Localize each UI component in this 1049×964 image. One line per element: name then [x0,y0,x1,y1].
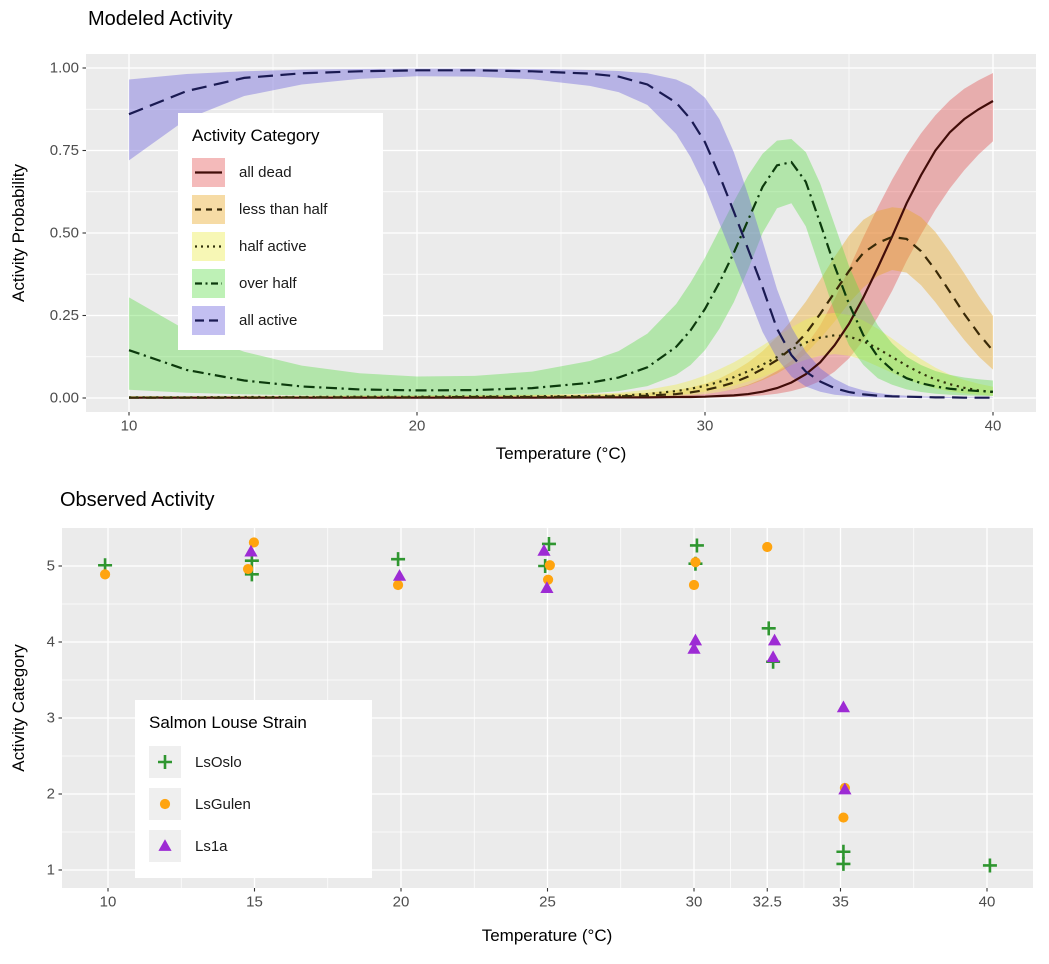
legend-key-lsoslo-icon [149,746,181,778]
observed-activity-title: Observed Activity [60,489,215,511]
point-ls1a [244,544,258,557]
point-ls1a [540,581,554,593]
observed-y-tick-label-1: 1 [47,862,55,879]
modeled-x-axis-title: Temperature (°C) [495,444,627,463]
legend-key-all-dead-icon [192,158,225,187]
point-lsoslo [836,844,851,859]
point-lsgulen [248,537,260,548]
ribbon-over-half [129,138,993,397]
point-ls1a [838,782,852,795]
legend-key-less-than-half-icon [192,195,225,224]
observed-y-tick-label-3: 3 [47,710,55,727]
observed-x-tick-label-10: 10 [100,893,117,910]
point-lsgulen [688,579,700,591]
point-ls1a [537,544,551,556]
legend-key-over-half-icon [192,269,225,298]
legend-key-lsgulen-icon [149,788,181,820]
point-lsgulen [690,557,701,568]
legend-entries: all dead less than half half active over ha… [192,154,369,339]
point-lsgulen [242,563,254,575]
point-lsgulen [544,560,555,571]
legend-key-all-active-icon [192,306,225,335]
modeled-x-tick-label-10: 10 [121,417,138,434]
point-lsoslo [836,856,851,871]
point-ls1a [688,633,703,646]
modeled-y-tick-label-0.75: 0.75 [50,142,79,159]
point-lsgulen [838,812,849,823]
legend-label-lsoslo: LsOslo [195,753,242,771]
observed-x-tick-label-15: 15 [246,893,263,910]
ribbon-all-active [129,68,993,398]
observed-y-tick-label-5: 5 [47,558,55,575]
legend-label-ls1a: Ls1a [195,837,228,855]
legend-label-all-active: all active [239,312,298,329]
legend-entry-all-dead: all dead [192,154,369,191]
point-lsoslo [982,858,997,873]
point-lsoslo [689,538,704,553]
point-ls1a [687,642,701,654]
observed-y-axis-title: Activity Category [9,644,28,772]
legend-key-half-active-icon [192,232,225,261]
modeled-x-tick-label-40: 40 [985,417,1002,434]
point-lsgulen [392,579,404,591]
point-ls1a [836,700,851,713]
line-over-half [128,160,994,393]
salmon-louse-strain-legend: Salmon Louse Strain LsOslo LsGulen Ls1a [135,700,372,878]
observed-x-tick-label-30: 30 [686,893,703,910]
observed-y-tick-label-2: 2 [47,786,55,803]
point-ls1a [392,569,407,581]
line-half-active [129,334,994,399]
point-lsoslo [541,536,556,551]
point-lsgulen [99,569,111,580]
observed-x-tick-label-40: 40 [979,893,996,910]
legend-entries: LsOslo LsGulen Ls1a [149,741,358,867]
observed-x-tick-label-20: 20 [393,893,410,910]
modeled-x-tick-label-20: 20 [409,417,426,434]
legend-title-salmon-louse-strain: Salmon Louse Strain [149,713,307,732]
legend-label-less-than-half: less than half [239,201,328,218]
modeled-x-tick-label-30: 30 [697,417,714,434]
legend-title-activity-category: Activity Category [192,126,320,145]
line-all-active [128,69,993,399]
legend-label-half-active: half active [239,238,307,255]
observed-y-tick-label-4: 4 [47,634,55,651]
legend-label-lsgulen: LsGulen [195,795,251,813]
modeled-y-tick-label-0.25: 0.25 [50,307,79,324]
activity-category-legend: Activity Category all dead less than half… [178,113,383,350]
modeled-y-tick-label-0.50: 0.50 [50,225,79,242]
modeled-y-tick-label-0.00: 0.00 [50,390,79,407]
modeled-y-tick-label-1.00: 1.00 [50,60,79,77]
modeled-y-axis-title: Activity Probability [9,164,28,302]
legend-entry-lsgulen: LsGulen [149,783,358,825]
legend-entry-less-than-half: less than half [192,191,369,228]
point-ls1a [767,633,782,646]
line-all-dead [129,100,994,399]
legend-entry-lsoslo: LsOslo [149,741,358,783]
legend-label-over-half: over half [239,275,297,292]
legend-key-ls1a-icon [149,830,181,862]
legend-entry-all-active: all active [192,302,369,339]
point-ls1a [766,650,780,663]
legend-entry-ls1a: Ls1a [149,825,358,867]
legend-entry-half-active: half active [192,228,369,265]
point-lsoslo [761,621,776,636]
point-lsoslo [391,552,406,567]
observed-x-tick-label-32.5: 32.5 [753,893,782,910]
observed-x-tick-label-25: 25 [539,893,556,910]
legend-entry-over-half: over half [192,265,369,302]
line-less-than-half [129,235,994,399]
ribbon-half-active [129,312,993,398]
legend-label-all-dead: all dead [239,164,292,181]
observed-x-axis-title: Temperature (°C) [481,926,613,945]
point-lsgulen [542,574,554,585]
point-lsgulen [762,541,773,553]
observed-x-tick-label-35: 35 [832,893,849,910]
modeled-activity-title: Modeled Activity [88,8,233,30]
ribbon-less-than-half [129,207,993,398]
